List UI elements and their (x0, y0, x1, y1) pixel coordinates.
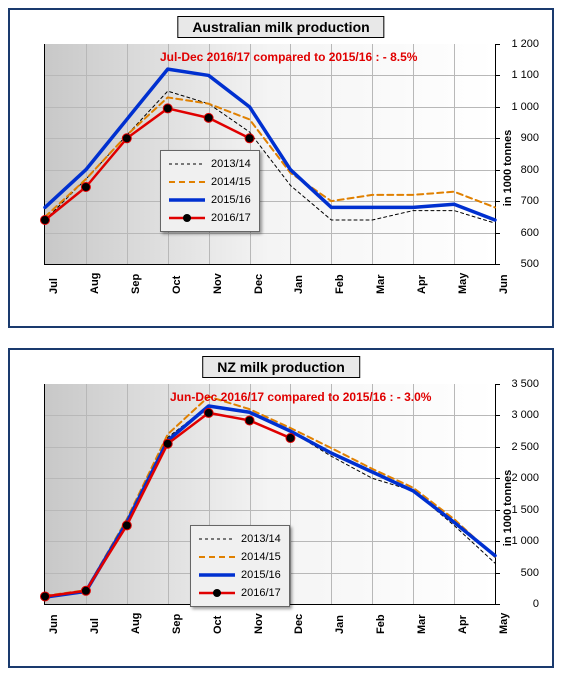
x-tick-label: Jul (89, 618, 101, 634)
legend-label: 2015/16 (241, 569, 281, 581)
series-marker (41, 592, 50, 601)
y-tick-label: 800 (521, 164, 539, 176)
chart-nz: NZ milk production Jun-Dec 2016/17 compar… (8, 348, 554, 668)
y-tick-label: 500 (521, 258, 539, 270)
legend-swatch (199, 550, 235, 564)
series-marker (163, 439, 172, 448)
x-tick-label: Aug (130, 613, 142, 634)
chart-title: NZ milk production (202, 356, 360, 378)
y-tick-label: 500 (521, 567, 539, 579)
legend-item: 2013/14 (199, 530, 281, 548)
chart-annotation: Jun-Dec 2016/17 compared to 2015/16 : - … (170, 390, 431, 404)
series-marker (204, 113, 213, 122)
legend-swatch (199, 568, 235, 582)
legend-label: 2014/15 (241, 551, 281, 563)
series-marker (286, 434, 295, 443)
series-marker (122, 134, 131, 143)
x-tick-label: Apr (416, 275, 428, 294)
legend-label: 2014/15 (211, 176, 251, 188)
y-tick-label: 600 (521, 227, 539, 239)
y-tick-label: 2 000 (511, 472, 539, 484)
legend: 2013/14 2014/15 2015/16 2016/17 (190, 525, 290, 607)
x-tick-label: Nov (253, 613, 265, 634)
x-tick-label: Sep (130, 274, 142, 294)
y-axis-title: in 1000 tonnes (502, 470, 514, 546)
x-tick-label: Feb (375, 614, 387, 634)
series-marker (81, 183, 90, 192)
x-tick-label: Nov (212, 273, 224, 294)
chart-annotation: Jul-Dec 2016/17 compared to 2015/16 : - … (160, 50, 417, 64)
y-tick-label: 1 200 (511, 38, 539, 50)
chart-title: Australian milk production (177, 16, 384, 38)
legend-item: 2015/16 (199, 566, 281, 584)
series-marker (122, 521, 131, 530)
legend-item: 2015/16 (169, 191, 251, 209)
legend-label: 2016/17 (241, 587, 281, 599)
legend-item: 2016/17 (199, 584, 281, 602)
legend-label: 2015/16 (211, 194, 251, 206)
legend-swatch (199, 586, 235, 600)
x-tick-label: Jan (293, 275, 305, 294)
x-tick-label: Dec (293, 614, 305, 634)
series-marker (204, 408, 213, 417)
y-tick-label: 1 500 (511, 504, 539, 516)
x-tick-label: May (498, 613, 510, 634)
x-tick-label: Apr (457, 615, 469, 634)
y-tick-label: 1 100 (511, 69, 539, 81)
y-tick-label: 700 (521, 195, 539, 207)
y-axis-title: in 1000 tonnes (502, 130, 514, 206)
series-marker (41, 216, 50, 225)
legend-item: 2014/15 (199, 548, 281, 566)
legend-label: 2013/14 (211, 158, 251, 170)
series-marker (245, 134, 254, 143)
legend-swatch (169, 157, 205, 171)
x-tick-label: Jun (498, 274, 510, 294)
legend-swatch (169, 175, 205, 189)
y-tick-label: 2 500 (511, 441, 539, 453)
y-tick-label: 900 (521, 132, 539, 144)
y-tick-label: 3 500 (511, 378, 539, 390)
legend-item: 2013/14 (169, 155, 251, 173)
legend-item: 2014/15 (169, 173, 251, 191)
legend-swatch (169, 211, 205, 225)
series-marker (163, 104, 172, 113)
series-line (45, 69, 495, 220)
y-tick-label: 0 (533, 598, 539, 610)
x-tick-label: Jul (48, 278, 60, 294)
x-tick-label: Oct (171, 276, 183, 294)
chart-aus: Australian milk production Jul-Dec 2016/1… (8, 8, 554, 328)
legend-swatch (199, 532, 235, 546)
x-tick-label: Sep (171, 614, 183, 634)
legend-item: 2016/17 (169, 209, 251, 227)
legend: 2013/14 2014/15 2015/16 2016/17 (160, 150, 260, 232)
legend-label: 2016/17 (211, 212, 251, 224)
x-tick-label: Dec (253, 274, 265, 294)
series-marker (245, 416, 254, 425)
x-tick-label: Mar (416, 614, 428, 634)
x-tick-label: Feb (334, 274, 346, 294)
x-tick-label: May (457, 273, 469, 294)
legend-swatch (169, 193, 205, 207)
y-tick-label: 1 000 (511, 535, 539, 547)
series-marker (81, 586, 90, 595)
legend-label: 2013/14 (241, 533, 281, 545)
x-tick-label: Jun (48, 614, 60, 634)
plot-area: 5006007008009001 0001 1001 200 (44, 44, 496, 265)
x-tick-label: Oct (212, 616, 224, 634)
x-tick-label: Jan (334, 615, 346, 634)
x-tick-label: Aug (89, 273, 101, 294)
y-tick-label: 3 000 (511, 409, 539, 421)
x-tick-label: Mar (375, 274, 387, 294)
y-tick-label: 1 000 (511, 101, 539, 113)
